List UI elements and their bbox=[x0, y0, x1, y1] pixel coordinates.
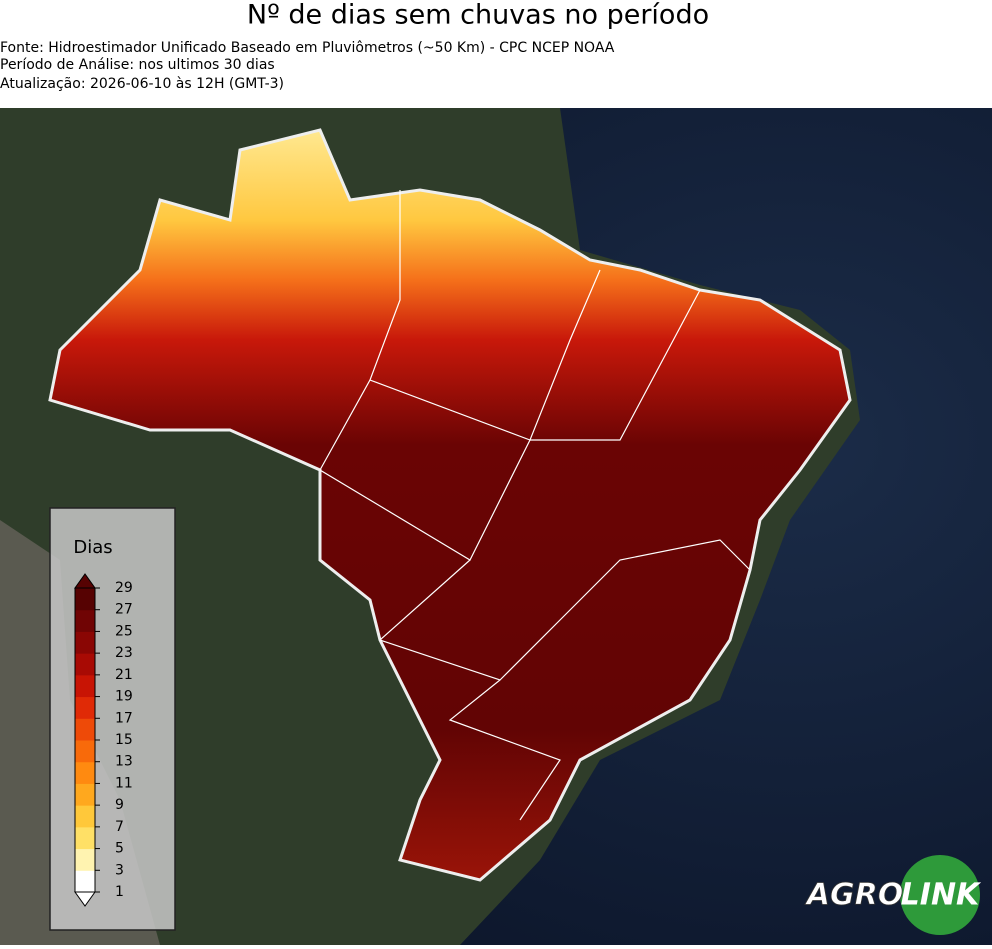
tick-label: 11 bbox=[115, 775, 133, 791]
tick-label: 15 bbox=[115, 732, 133, 748]
tick-label: 29 bbox=[115, 580, 133, 596]
subtitle: Período de Análise: nos ultimos 30 dias bbox=[0, 57, 275, 73]
tick-label: 9 bbox=[115, 797, 124, 813]
colorbar-band bbox=[75, 740, 95, 763]
colorbar-band bbox=[75, 696, 95, 719]
legend-title: Dias bbox=[73, 537, 112, 558]
tick-label: 13 bbox=[115, 754, 133, 770]
logo-circle bbox=[900, 855, 980, 935]
logo-text: LINK bbox=[901, 878, 982, 913]
state-border bbox=[448, 679, 561, 821]
colorbar-band bbox=[75, 805, 95, 828]
colorbar-band bbox=[75, 870, 95, 893]
tick-label: 19 bbox=[115, 689, 133, 705]
legend-box bbox=[49, 507, 176, 931]
tick-label: 25 bbox=[115, 623, 133, 639]
tick-label: 27 bbox=[115, 602, 133, 618]
subtitle: Atualização: 2026-06-10 às 12H (GMT-3) bbox=[0, 76, 284, 92]
colorbar-band bbox=[75, 653, 95, 676]
colorbar-band bbox=[75, 761, 95, 784]
map bbox=[0, 108, 992, 945]
state-border bbox=[378, 539, 751, 681]
tick-label: 3 bbox=[115, 862, 124, 878]
logo-text: AGRO bbox=[805, 878, 903, 913]
colorbar-band bbox=[75, 631, 95, 654]
logo: AGRO LINK bbox=[804, 855, 982, 935]
brazil bbox=[48, 128, 852, 882]
colorbar-band bbox=[75, 718, 95, 741]
tick-label: 5 bbox=[115, 841, 124, 857]
title: Nº de dias sem chuvas no período bbox=[247, 0, 709, 31]
colorbar-band bbox=[75, 783, 95, 806]
tick-label: 23 bbox=[115, 645, 133, 661]
tick-label: 21 bbox=[115, 667, 133, 683]
state-border bbox=[319, 289, 701, 561]
tick-label: 1 bbox=[115, 884, 124, 900]
colorbar-band bbox=[75, 848, 95, 871]
tick-label: 7 bbox=[115, 819, 124, 835]
state-border bbox=[369, 190, 601, 441]
colorbar-band bbox=[75, 588, 95, 611]
colorbar-band bbox=[75, 826, 95, 850]
colorbar-band bbox=[75, 609, 95, 632]
colorbar-band bbox=[75, 674, 95, 698]
tick-label: 17 bbox=[115, 710, 133, 726]
subtitle: Fonte: Hidroestimador Unificado Baseado … bbox=[0, 40, 615, 56]
